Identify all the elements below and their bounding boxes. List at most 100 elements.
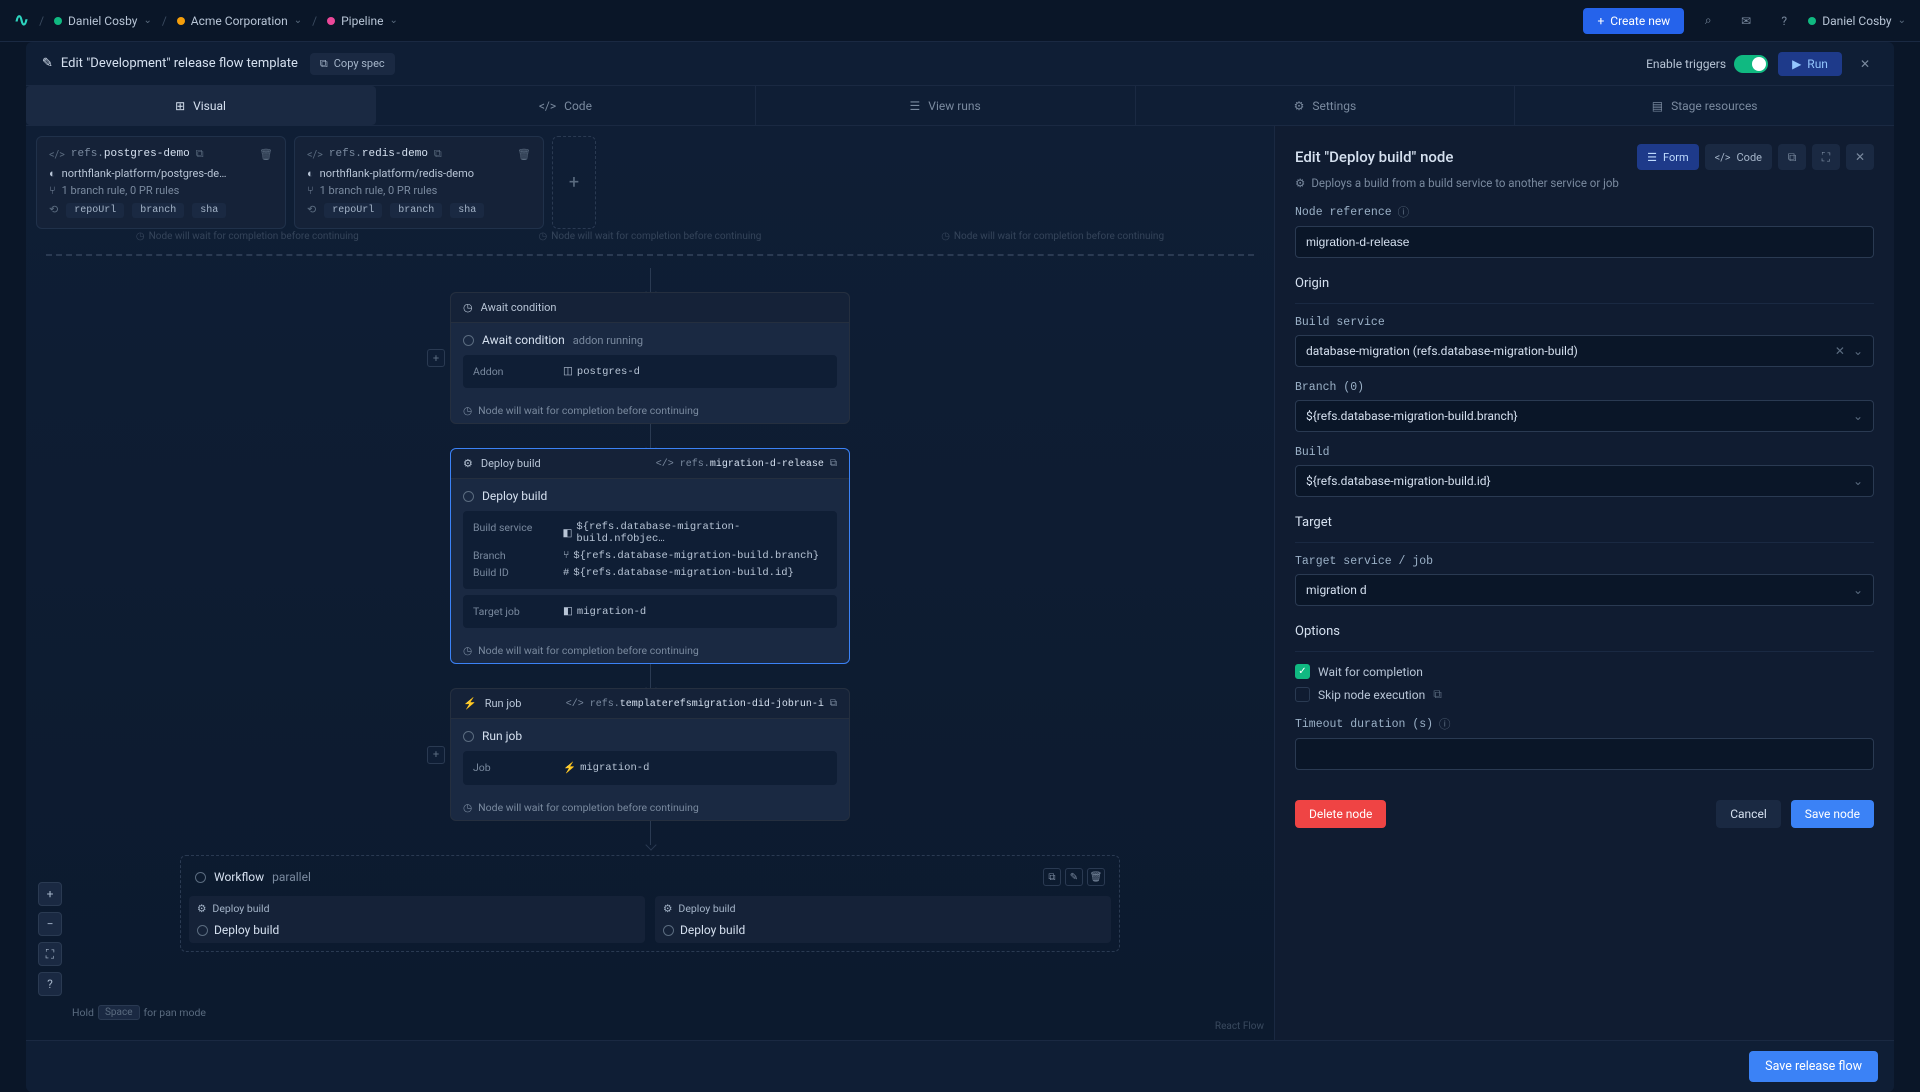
tab-stage-label: Stage resources: [1671, 99, 1757, 113]
code-tab-button[interactable]: </>Code: [1705, 144, 1772, 170]
canvas[interactable]: </> refs.postgres-demo ⧉ 🗑 ◐northflank-p…: [26, 126, 1274, 1040]
help-icon[interactable]: ?: [1770, 7, 1798, 35]
editor-tabs: ⊞ Visual </> Code ☰ View runs ⚙ Settings…: [26, 86, 1894, 126]
flow-icon: ⊞: [175, 99, 185, 113]
node-title: Run job: [482, 729, 522, 743]
create-new-label: Create new: [1610, 14, 1670, 28]
trash-icon[interactable]: 🗑: [1087, 868, 1105, 886]
add-ref-button[interactable]: +: [552, 136, 596, 229]
chevron-down-icon: ⌄: [1853, 583, 1863, 597]
gear-icon: ⚙: [1295, 176, 1305, 190]
breadcrumb-org[interactable]: Acme Corporation ⌄: [177, 14, 302, 28]
chevron-down-icon: ⌄: [390, 15, 398, 26]
cancel-button[interactable]: Cancel: [1716, 800, 1781, 828]
code-icon: </>: [656, 459, 674, 470]
parallel-workflow[interactable]: Workflow parallel ⧉ ✎ 🗑 ⚙Deploy build De…: [180, 855, 1120, 952]
expand-button[interactable]: ⛶: [1812, 144, 1840, 170]
close-panel-button[interactable]: ✕: [1846, 144, 1874, 170]
edit-icon[interactable]: ✎: [1065, 868, 1083, 886]
enable-triggers-toggle[interactable]: [1734, 55, 1768, 73]
build-select[interactable]: ${refs.database-migration-build.id} ⌄: [1295, 465, 1874, 497]
ref-tag: branch: [390, 203, 442, 218]
tab-view-runs[interactable]: ☰ View runs: [756, 86, 1136, 125]
form-tab-button[interactable]: ☰Form: [1637, 144, 1699, 170]
tab-settings[interactable]: ⚙ Settings: [1136, 86, 1516, 125]
node-title: Deploy build: [482, 489, 547, 503]
help-button[interactable]: ?: [38, 972, 62, 996]
ref-repo: northflank-platform/redis-demo: [320, 167, 474, 180]
gear-icon: ⚙: [463, 457, 473, 470]
timeout-input[interactable]: [1295, 738, 1874, 770]
code-icon: </>: [539, 99, 556, 113]
parallel-col[interactable]: ⚙Deploy build Deploy build: [189, 896, 645, 943]
target-heading: Target: [1295, 515, 1874, 530]
node-run-job[interactable]: + ⚡ Run job </> refs.templaterefsmigrati…: [450, 688, 850, 821]
tab-stage-resources[interactable]: ▤ Stage resources: [1515, 86, 1894, 125]
trash-icon[interactable]: 🗑: [517, 148, 531, 161]
add-node-handle[interactable]: +: [427, 349, 445, 367]
zoom-in-button[interactable]: +: [38, 882, 62, 906]
zoom-out-button[interactable]: −: [38, 912, 62, 936]
copy-icon[interactable]: ⧉: [434, 147, 442, 161]
tab-settings-label: Settings: [1312, 99, 1356, 113]
user-menu[interactable]: Daniel Cosby ⌄: [1808, 14, 1906, 28]
trash-icon[interactable]: 🗑: [259, 148, 273, 161]
copy-spec-label: Copy spec: [334, 57, 385, 70]
breadcrumb-project[interactable]: Pipeline ⌄: [327, 14, 398, 28]
copy-icon[interactable]: ⧉: [830, 459, 837, 470]
node-deploy-build[interactable]: ⚙ Deploy build </> refs.migration-d-rele…: [450, 448, 850, 664]
skip-execution-checkbox[interactable]: Skip node execution ⧉: [1295, 687, 1874, 702]
node-ref: templaterefsmigration-did-jobrun-i: [620, 699, 824, 710]
help-icon[interactable]: ⓘ: [1398, 204, 1410, 220]
status-icon: [463, 335, 474, 346]
close-button[interactable]: ✕: [1852, 53, 1878, 75]
delete-node-button[interactable]: Delete node: [1295, 800, 1386, 828]
user-name: Daniel Cosby: [1822, 14, 1891, 28]
copy-spec-button[interactable]: ⧉ Copy spec: [310, 53, 395, 75]
logo[interactable]: ∿: [14, 10, 29, 31]
github-icon: ◐: [49, 167, 56, 180]
ref-card[interactable]: </> refs.redis-demo ⧉ 🗑 ◐northflank-plat…: [294, 136, 544, 229]
tab-visual[interactable]: ⊞ Visual: [26, 86, 376, 125]
cube-icon: ◧: [563, 527, 573, 540]
branch-select[interactable]: ${refs.database-migration-build.branch} …: [1295, 400, 1874, 432]
breadcrumb-user[interactable]: Daniel Cosby ⌄: [54, 14, 152, 28]
run-button[interactable]: ▶ Run: [1778, 52, 1842, 76]
clear-icon[interactable]: ✕: [1835, 344, 1845, 358]
link-icon: ⟲: [49, 203, 58, 218]
copy-button[interactable]: ⧉: [1778, 144, 1806, 170]
ref-tag: repoUrl: [66, 203, 124, 218]
search-icon[interactable]: ⌕: [1694, 7, 1722, 35]
detail-label: Addon: [473, 365, 563, 378]
parallel-col[interactable]: ⚙Deploy build Deploy build: [655, 896, 1111, 943]
target-service-select[interactable]: migration d ⌄: [1295, 574, 1874, 606]
top-nav: ∿ / Daniel Cosby ⌄ / Acme Corporation ⌄ …: [0, 0, 1920, 42]
copy-icon: ⧉: [320, 57, 328, 71]
branch-icon: ⑂: [49, 184, 56, 197]
copy-icon[interactable]: ⧉: [1043, 868, 1061, 886]
create-new-button[interactable]: + Create new: [1583, 8, 1684, 34]
add-node-handle[interactable]: +: [427, 746, 445, 764]
feedback-icon[interactable]: ✉: [1732, 7, 1760, 35]
tab-runs-label: View runs: [928, 99, 980, 113]
node-edit-panel: Edit "Deploy build" node ☰Form </>Code ⧉…: [1274, 126, 1894, 1040]
connector: [650, 424, 651, 448]
gear-icon: ⚙: [1294, 99, 1305, 113]
copy-icon[interactable]: ⧉: [830, 699, 837, 710]
build-service-select[interactable]: database-migration (refs.database-migrat…: [1295, 335, 1874, 367]
save-release-flow-button[interactable]: Save release flow: [1749, 1051, 1878, 1082]
save-node-button[interactable]: Save node: [1791, 800, 1874, 828]
editor-header: ✎ Edit "Development" release flow templa…: [26, 42, 1894, 86]
node-ref-input[interactable]: [1295, 226, 1874, 258]
clock-icon: ◷: [463, 301, 473, 314]
ref-rules: 1 branch rule, 0 PR rules: [320, 184, 438, 197]
copy-icon[interactable]: ⧉: [196, 147, 204, 161]
status-icon: [197, 925, 208, 936]
help-icon[interactable]: ⓘ: [1439, 716, 1451, 732]
tab-visual-label: Visual: [193, 99, 226, 113]
tab-code[interactable]: </> Code: [376, 86, 756, 125]
ref-card[interactable]: </> refs.postgres-demo ⧉ 🗑 ◐northflank-p…: [36, 136, 286, 229]
node-await-condition[interactable]: + ◷ Await condition Await condition addo…: [450, 292, 850, 424]
fit-view-button[interactable]: ⛶: [38, 942, 62, 966]
wait-completion-checkbox[interactable]: Wait for completion: [1295, 664, 1874, 679]
